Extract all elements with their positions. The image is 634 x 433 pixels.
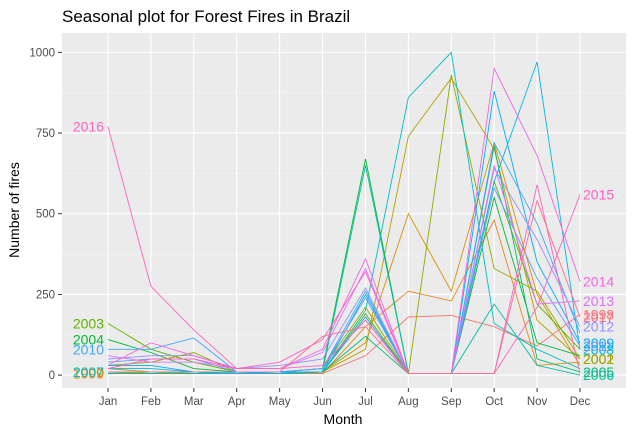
x-tick-label: Apr	[228, 396, 246, 408]
series-line-2015	[107, 194, 581, 374]
x-tick-label: Nov	[527, 396, 548, 408]
series-label-2015: 2015	[583, 186, 614, 202]
series-label-2004: 2004	[73, 332, 104, 348]
plot-panel	[62, 33, 626, 388]
grid-lines	[62, 33, 626, 388]
series-label-2003: 2003	[73, 315, 104, 331]
series-label-2008: 2008	[583, 341, 614, 357]
x-tick-label: May	[269, 396, 291, 408]
x-axis: Jan Feb Mar Apr May Jun Jul Aug Sep Oct Nov Dec	[99, 388, 591, 408]
series-line-2013	[107, 165, 581, 374]
x-tick-label: Sep	[441, 396, 461, 408]
series-line-2010	[108, 141, 581, 374]
series-label-2012: 2012	[583, 319, 614, 335]
y-axis: 0 250 500 750 1000	[29, 47, 62, 382]
x-tick-label: Dec	[570, 396, 591, 408]
x-tick-label: Jan	[99, 396, 118, 408]
series-line-2004	[107, 158, 581, 374]
series-label-2009: 2009	[583, 335, 614, 351]
x-tick-label: Feb	[141, 396, 161, 408]
series-label-2002: 2002	[583, 351, 614, 367]
series-label-2013: 2013	[583, 293, 614, 309]
x-tick-label: Oct	[485, 396, 504, 408]
series-line-2017	[108, 199, 581, 374]
series-label-2016: 2016	[73, 119, 104, 135]
series-label-2000: 2000	[73, 364, 104, 380]
series-line-2009	[108, 90, 581, 374]
y-tick-label: 1000	[29, 47, 55, 59]
x-tick-label: Mar	[184, 396, 204, 408]
chart-title: Seasonal plot for Forest Fires in Brazil	[62, 7, 350, 26]
series-line-2002	[107, 74, 581, 375]
series-label-1999: 1999	[73, 365, 104, 381]
series-label-2005: 2005	[583, 364, 614, 380]
series-label-2001: 2001	[583, 351, 614, 367]
series-label-2010: 2010	[73, 341, 104, 357]
series-label-2014: 2014	[583, 274, 614, 290]
series-line-2016	[107, 126, 581, 374]
series-label-2006: 2006	[583, 367, 614, 383]
series-label-2011: 2011	[583, 338, 613, 354]
x-axis-title: Month	[324, 411, 363, 427]
y-tick-label: 500	[36, 209, 55, 221]
series-label-1998: 1998	[583, 306, 614, 322]
y-tick-label: 750	[36, 128, 55, 140]
y-axis-title: Number of fires	[6, 162, 22, 258]
x-tick-label: Aug	[398, 396, 418, 408]
x-tick-label: Jul	[358, 396, 373, 408]
y-tick-label: 0	[49, 370, 55, 382]
series-line-2006	[108, 165, 581, 376]
series-line-2012	[107, 167, 581, 374]
series-label-2017: 2017	[583, 309, 614, 325]
x-tick-label: Jun	[313, 396, 332, 408]
series-line-2014	[107, 66, 581, 374]
y-tick-label: 250	[36, 289, 55, 301]
series-lines	[107, 51, 581, 376]
series-label-2007: 2007	[73, 364, 104, 380]
